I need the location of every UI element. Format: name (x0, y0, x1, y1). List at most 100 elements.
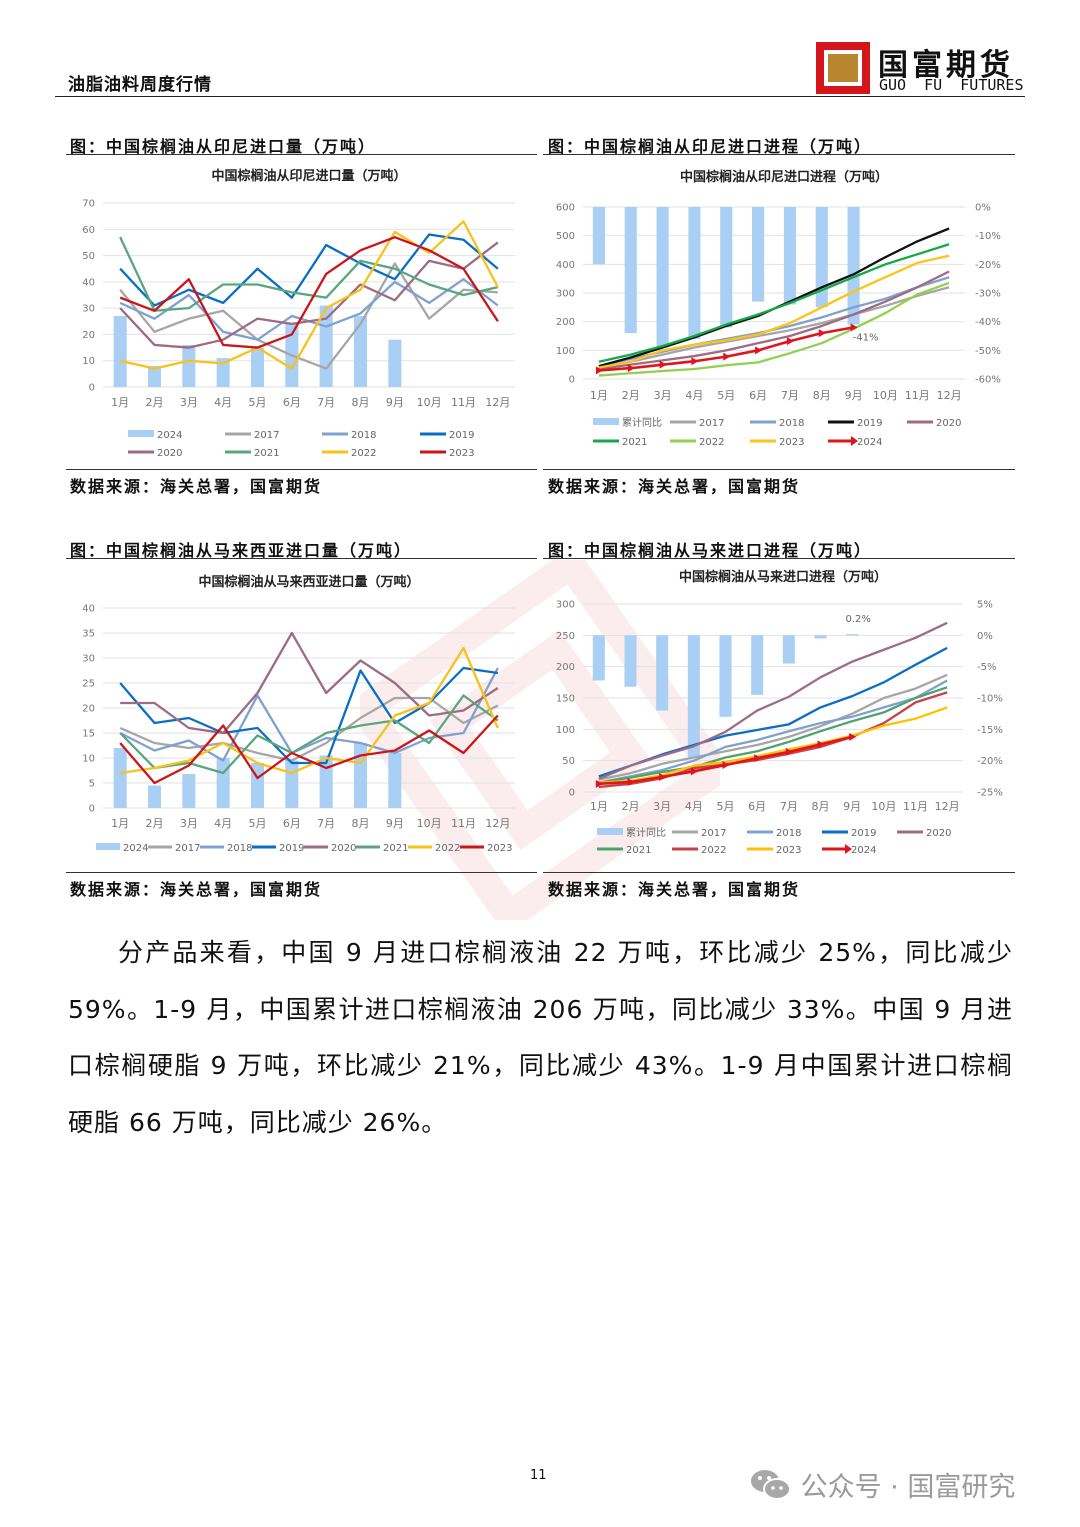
marker-2024 (627, 777, 635, 786)
chart-indonesia-cumulative: 中国棕榈油从印尼进口进程（万吨） 0 100 200 300 400 500 600 -60% -… (556, 169, 1001, 448)
x-tick-label: 3月 (653, 800, 671, 813)
bar-cumulative-yoy (592, 635, 605, 681)
y2-tick-label: -10% (975, 231, 1001, 242)
y-tick-label: 600 (556, 203, 575, 214)
marker-2024 (627, 364, 635, 373)
legend-label: 2020 (926, 828, 951, 839)
y-tick-label: 10 (82, 754, 95, 765)
marker-2024 (786, 337, 794, 346)
line-2018 (119, 667, 499, 762)
x-tick-label: 4月 (214, 396, 232, 409)
y2-tick-label: -50% (975, 346, 1001, 357)
legend-label: 2022 (701, 845, 726, 856)
x-tick-label: 7月 (317, 817, 335, 830)
line-2022 (598, 281, 950, 377)
x-tick-label: 7月 (780, 800, 798, 813)
y-tick-label: 30 (82, 304, 95, 315)
y-tick-label: 0 (569, 788, 575, 799)
chart-title: 中国棕榈油从印尼进口量（万吨） (211, 168, 406, 184)
line-2023 (119, 236, 499, 349)
x-tick-label: 4月 (685, 389, 703, 402)
chart-title: 中国棕榈油从马来西亚进口量（万吨） (198, 574, 419, 590)
marker-2024 (818, 329, 826, 338)
y-tick-label: 35 (82, 629, 95, 640)
bar-cumulative-yoy (751, 635, 764, 695)
x-tick-label: 4月 (214, 817, 232, 830)
y-tick-label: 250 (556, 631, 575, 642)
bar-cumulative-yoy (783, 207, 796, 305)
line-2017 (598, 673, 948, 781)
source-rule (66, 469, 537, 470)
y2-tick-label: -15% (977, 725, 1003, 736)
data-label: 0.2% (845, 614, 870, 625)
x-tick-label: 11月 (451, 817, 476, 830)
x-tick-label: 3月 (180, 396, 198, 409)
bar-cumulative-yoy (592, 207, 605, 265)
line-2021 (598, 243, 950, 363)
bar-2024 (182, 774, 196, 808)
chart-indonesia-monthly: 中国棕榈油从印尼进口量（万吨） 0 10 20 30 40 50 60 70 1月 2月 3月 4月 5月… (82, 168, 515, 459)
x-tick-label: 6月 (748, 800, 766, 813)
y-tick-label: 60 (82, 225, 95, 236)
y-tick-label: 70 (82, 199, 95, 210)
bar-cumulative-yoy (847, 207, 860, 325)
line-2017 (598, 286, 950, 369)
figure-caption: 图：中国棕榈油从印尼进口量（万吨） (70, 137, 377, 156)
legend-label: 2017 (254, 430, 279, 441)
x-tick-label: 11月 (903, 800, 928, 813)
marker-2024 (723, 352, 731, 361)
caption-rule (66, 154, 537, 155)
y2-tick-label: -30% (975, 289, 1001, 300)
x-tick-label: 11月 (451, 396, 476, 409)
bar-2024 (216, 358, 230, 387)
y2-tick-label: 0% (977, 631, 993, 642)
y-tick-label: 0 (569, 375, 575, 386)
bar-2024 (147, 365, 162, 387)
caption-rule (543, 154, 1015, 155)
header-divider (55, 96, 1025, 97)
line-2020 (119, 241, 499, 349)
legend-label: 2019 (279, 843, 304, 854)
figure-caption: 图：中国棕榈油从马来西亚进口量（万吨） (70, 541, 413, 560)
caption-rule (66, 558, 537, 559)
x-tick-label: 7月 (317, 396, 335, 409)
report-title: 油脂油料周度行情 (68, 75, 212, 95)
bar-2024 (182, 344, 196, 387)
legend-label: 2021 (383, 843, 408, 854)
legend-label: 2018 (227, 843, 252, 854)
legend-label: 2023 (779, 437, 804, 448)
caption-rule (543, 558, 1015, 559)
x-tick-label: 2月 (622, 389, 640, 402)
line-2022 (119, 220, 499, 370)
y2-tick-label: 5% (977, 600, 993, 611)
y2-tick-label: -10% (977, 694, 1003, 705)
line-2018 (598, 679, 948, 784)
x-tick-label: 12月 (935, 800, 960, 813)
data-source: 数据来源：海关总署，国富期货 (70, 880, 323, 899)
y-tick-label: 40 (82, 604, 95, 615)
x-tick-label: 6月 (283, 396, 301, 409)
x-tick-label: 11月 (905, 389, 930, 402)
x-tick-label: 10月 (417, 817, 442, 830)
marker-2024 (659, 772, 667, 781)
y-tick-label: 500 (556, 231, 575, 242)
x-tick-label: 10月 (871, 800, 896, 813)
marker-2024 (850, 323, 858, 332)
data-source: 数据来源：海关总署，国富期货 (70, 477, 323, 496)
y-tick-label: 100 (556, 725, 575, 736)
bar-2024 (216, 758, 230, 808)
y-tick-label: 20 (82, 704, 95, 715)
chart-malaysia-monthly: 中国棕榈油从马来西亚进口量（万吨） 0 5 10 15 20 25 30 35 40 1月 2月 3月 4… (82, 574, 515, 854)
marker-2024 (659, 360, 667, 369)
x-tick-label: 9月 (386, 396, 404, 409)
chart-title: 中国棕榈油从马来进口进程（万吨） (679, 569, 887, 585)
bar-2024 (147, 785, 162, 808)
x-tick-label: 1月 (111, 396, 129, 409)
legend-label: 2019 (449, 430, 474, 441)
x-tick-label: 6月 (749, 389, 767, 402)
legend-label: 2023 (487, 843, 512, 854)
data-source: 数据来源：海关总署，国富期货 (548, 477, 801, 496)
x-tick-label: 9月 (843, 800, 861, 813)
y2-tick-label: -5% (977, 662, 996, 673)
logo-f-shape (828, 54, 858, 82)
